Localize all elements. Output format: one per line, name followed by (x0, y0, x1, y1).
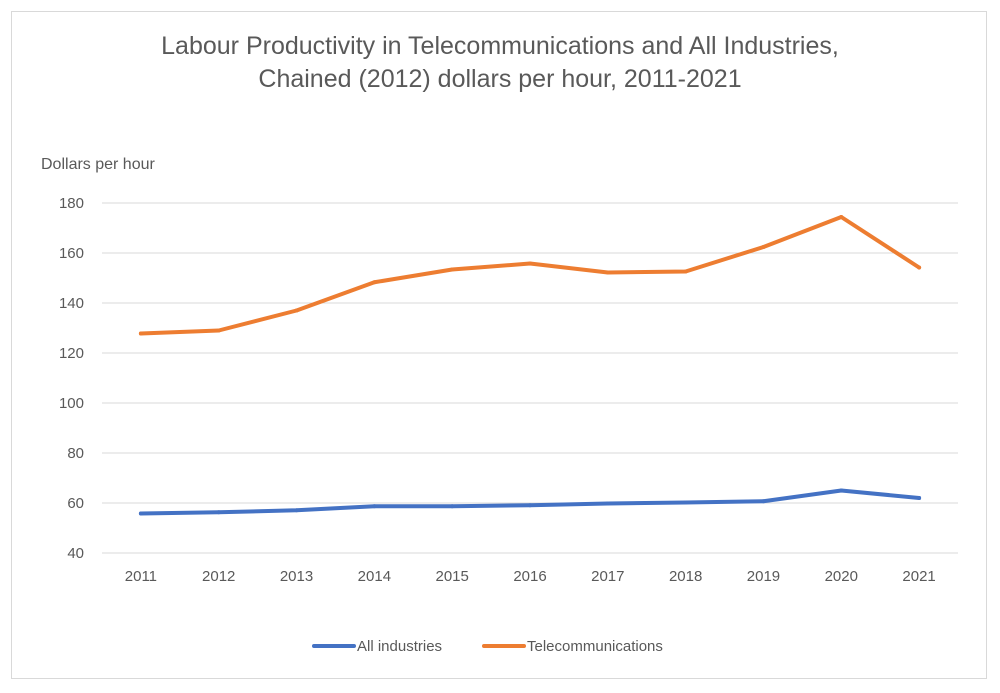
data-point-all-industries (138, 511, 143, 516)
y-tick-label: 140 (59, 295, 84, 312)
data-point-telecommunications (372, 280, 377, 285)
chart-title: Labour Productivity in Telecommunication… (0, 30, 1000, 96)
x-tick-label: 2018 (669, 568, 702, 585)
y-tick-label: 80 (67, 445, 84, 462)
data-point-telecommunications (839, 215, 844, 219)
legend-item-telecommunications: Telecommunications (482, 638, 663, 655)
series-line-all-industries (138, 488, 922, 516)
x-tick-label: 2016 (513, 568, 546, 585)
data-point-all-industries (294, 508, 299, 513)
data-point-all-industries (528, 503, 532, 508)
y-tick-label: 100 (59, 395, 84, 412)
x-tick-label: 2011 (125, 568, 157, 585)
x-tick-label: 2019 (747, 568, 780, 585)
data-point-telecommunications (528, 261, 532, 266)
x-tick-label: 2012 (202, 568, 235, 585)
x-tick-label: 2017 (591, 568, 624, 585)
x-tick-label: 2021 (902, 568, 935, 585)
chart-title-line1: Labour Productivity in Telecommunication… (161, 32, 839, 60)
legend-label: Telecommunications (527, 638, 663, 655)
data-point-all-industries (917, 496, 922, 500)
y-axis-ticks: 40 60 80 100 120 140 160 180 (59, 195, 84, 562)
data-point-telecommunications (917, 265, 922, 270)
data-point-all-industries (683, 500, 688, 505)
y-tick-label: 180 (59, 195, 84, 212)
data-point-telecommunications (138, 331, 143, 336)
y-tick-label: 120 (59, 345, 84, 362)
y-tick-label: 40 (67, 545, 84, 562)
data-point-telecommunications (216, 328, 221, 333)
data-point-telecommunications (605, 270, 610, 275)
chart-frame (11, 11, 987, 679)
x-tick-label: 2013 (280, 568, 313, 585)
gridlines (102, 202, 958, 554)
x-tick-label: 2014 (358, 568, 391, 585)
legend-label: All industries (357, 638, 442, 655)
data-point-all-industries (605, 501, 610, 506)
data-point-all-industries (372, 504, 377, 509)
y-axis-label: Dollars per hour (41, 156, 156, 173)
data-point-telecommunications (294, 308, 299, 313)
data-point-all-industries (450, 504, 455, 509)
data-point-all-industries (761, 499, 766, 504)
chart-subtitle: Chained (2012) dollars per hour, 2011-20… (258, 65, 742, 93)
legend: All industries Telecommunications (312, 638, 663, 655)
x-tick-label: 2020 (825, 568, 858, 585)
data-point-all-industries (839, 488, 844, 493)
data-point-telecommunications (683, 269, 688, 274)
legend-item-all-industries: All industries (312, 638, 442, 655)
y-tick-label: 60 (67, 495, 84, 512)
series-lines (138, 215, 922, 516)
series-line-telecommunications (138, 215, 922, 336)
data-point-telecommunications (761, 245, 766, 249)
data-point-telecommunications (450, 267, 455, 272)
data-point-all-industries (216, 510, 221, 515)
x-axis-ticks: 2011 2012 2013 2014 2015 2016 2017 2018 2019 2020… (125, 568, 936, 585)
y-tick-label: 160 (59, 245, 84, 262)
x-tick-label: 2015 (435, 568, 468, 585)
